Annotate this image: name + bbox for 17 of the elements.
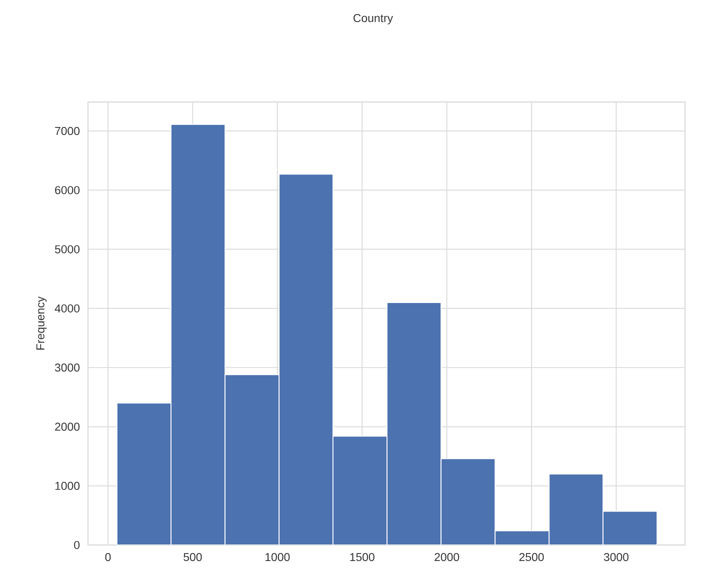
- text: Country: [354, 14, 394, 24]
- x-tick-label: 3000: [604, 553, 629, 562]
- y-tick-label: 5000: [54, 245, 80, 254]
- y-tick-label: 1000: [55, 482, 80, 490]
- x-tick-label: 500: [184, 553, 202, 562]
- y-tick-label: 3000: [54, 364, 80, 372]
- x-tick-label: 1000: [266, 553, 290, 562]
- y-tick-label: 0: [74, 540, 80, 550]
- x-tick-label: 2500: [519, 553, 544, 562]
- x-tick-label: 1500: [350, 553, 374, 562]
- y-tick-label: 6000: [55, 186, 80, 194]
- y-tick-label: 7000: [55, 126, 80, 136]
- x-tick-label: 2000: [434, 553, 460, 562]
- y-tick-label: 4000: [54, 304, 80, 312]
- y-tick-label: 2000: [55, 422, 80, 431]
- y-axis-title: Frequency: [36, 296, 47, 350]
- x-tick-label: 0: [105, 553, 111, 562]
